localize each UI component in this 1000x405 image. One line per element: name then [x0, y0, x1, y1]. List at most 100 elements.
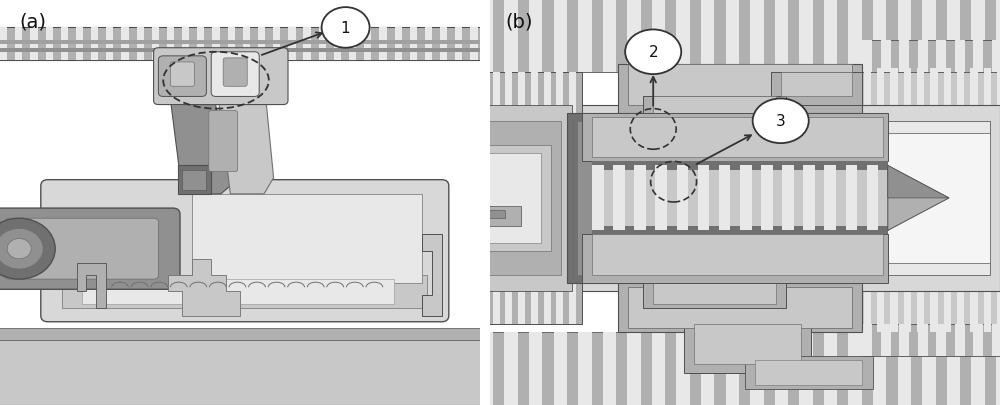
Bar — [603, 332, 616, 405]
Bar — [694, 324, 801, 364]
Bar — [898, 332, 911, 405]
Bar — [531, 73, 538, 324]
Bar — [701, 332, 714, 405]
Bar — [613, 166, 625, 231]
Bar — [947, 332, 960, 405]
Circle shape — [625, 30, 681, 75]
Text: 1: 1 — [341, 21, 350, 36]
Bar — [770, 69, 778, 332]
Bar — [898, 0, 911, 73]
Bar — [62, 275, 427, 308]
Bar — [578, 332, 592, 405]
Text: 3: 3 — [776, 114, 786, 129]
Bar — [992, 40, 1000, 73]
Bar — [258, 28, 265, 61]
Bar — [775, 332, 788, 405]
Bar — [996, 0, 1000, 73]
Bar — [30, 28, 38, 61]
Bar — [899, 324, 909, 356]
Bar — [740, 166, 752, 231]
Bar — [618, 65, 862, 113]
Bar — [554, 0, 567, 73]
Bar — [770, 69, 1000, 332]
Bar — [106, 28, 113, 61]
Bar — [634, 166, 646, 231]
FancyBboxPatch shape — [209, 111, 238, 172]
Bar — [643, 97, 786, 130]
Bar — [76, 28, 83, 61]
Bar — [504, 0, 518, 73]
Bar — [410, 28, 417, 61]
Bar — [922, 0, 936, 73]
Bar — [228, 28, 235, 61]
Bar — [178, 166, 211, 194]
Bar — [480, 105, 572, 292]
Bar — [837, 69, 844, 332]
Bar — [627, 332, 641, 405]
Bar — [677, 166, 688, 231]
Bar — [288, 28, 296, 61]
Bar — [192, 194, 422, 284]
Bar — [955, 324, 965, 356]
Bar — [480, 207, 521, 227]
Bar — [955, 40, 965, 73]
Polygon shape — [77, 263, 106, 308]
Bar — [846, 166, 857, 231]
Bar — [529, 332, 542, 405]
Polygon shape — [168, 81, 230, 194]
Bar — [121, 28, 129, 61]
Bar — [46, 28, 53, 61]
Bar — [364, 28, 371, 61]
Bar — [877, 69, 884, 332]
Bar — [480, 332, 1000, 405]
Bar — [480, 154, 541, 243]
Bar — [862, 324, 1000, 356]
Bar — [627, 0, 641, 73]
Polygon shape — [888, 166, 949, 198]
Bar — [803, 166, 815, 231]
Bar — [592, 166, 604, 231]
Bar — [881, 324, 891, 356]
Bar — [602, 130, 633, 267]
Bar — [719, 166, 730, 231]
Bar — [592, 227, 888, 235]
Text: 2: 2 — [648, 45, 658, 60]
Bar — [653, 97, 776, 122]
Bar — [797, 69, 804, 332]
Bar — [922, 332, 936, 405]
Bar — [566, 113, 618, 284]
FancyBboxPatch shape — [0, 209, 180, 290]
Bar — [0, 28, 490, 61]
Bar — [152, 28, 159, 61]
Bar — [899, 40, 909, 73]
Bar — [864, 69, 871, 332]
Bar — [480, 211, 505, 219]
Bar — [973, 324, 983, 356]
Bar — [529, 0, 542, 73]
Bar — [824, 69, 831, 332]
Bar — [440, 28, 447, 61]
Bar — [480, 0, 493, 73]
Circle shape — [753, 99, 809, 144]
Bar — [395, 28, 402, 61]
Bar — [0, 328, 490, 340]
Bar — [425, 28, 432, 61]
Circle shape — [0, 229, 43, 269]
Bar — [992, 324, 1000, 356]
Bar — [379, 28, 387, 61]
Bar — [349, 28, 356, 61]
Bar — [755, 360, 862, 385]
Bar — [578, 0, 592, 73]
Bar — [655, 166, 667, 231]
Bar — [82, 279, 394, 304]
Bar — [273, 28, 280, 61]
Bar — [592, 134, 990, 263]
Polygon shape — [168, 259, 240, 316]
Bar — [917, 69, 924, 332]
Bar — [873, 332, 886, 405]
FancyBboxPatch shape — [41, 180, 449, 322]
Bar — [824, 166, 836, 231]
Bar — [0, 28, 7, 61]
Bar — [334, 28, 341, 61]
Bar — [782, 166, 794, 231]
